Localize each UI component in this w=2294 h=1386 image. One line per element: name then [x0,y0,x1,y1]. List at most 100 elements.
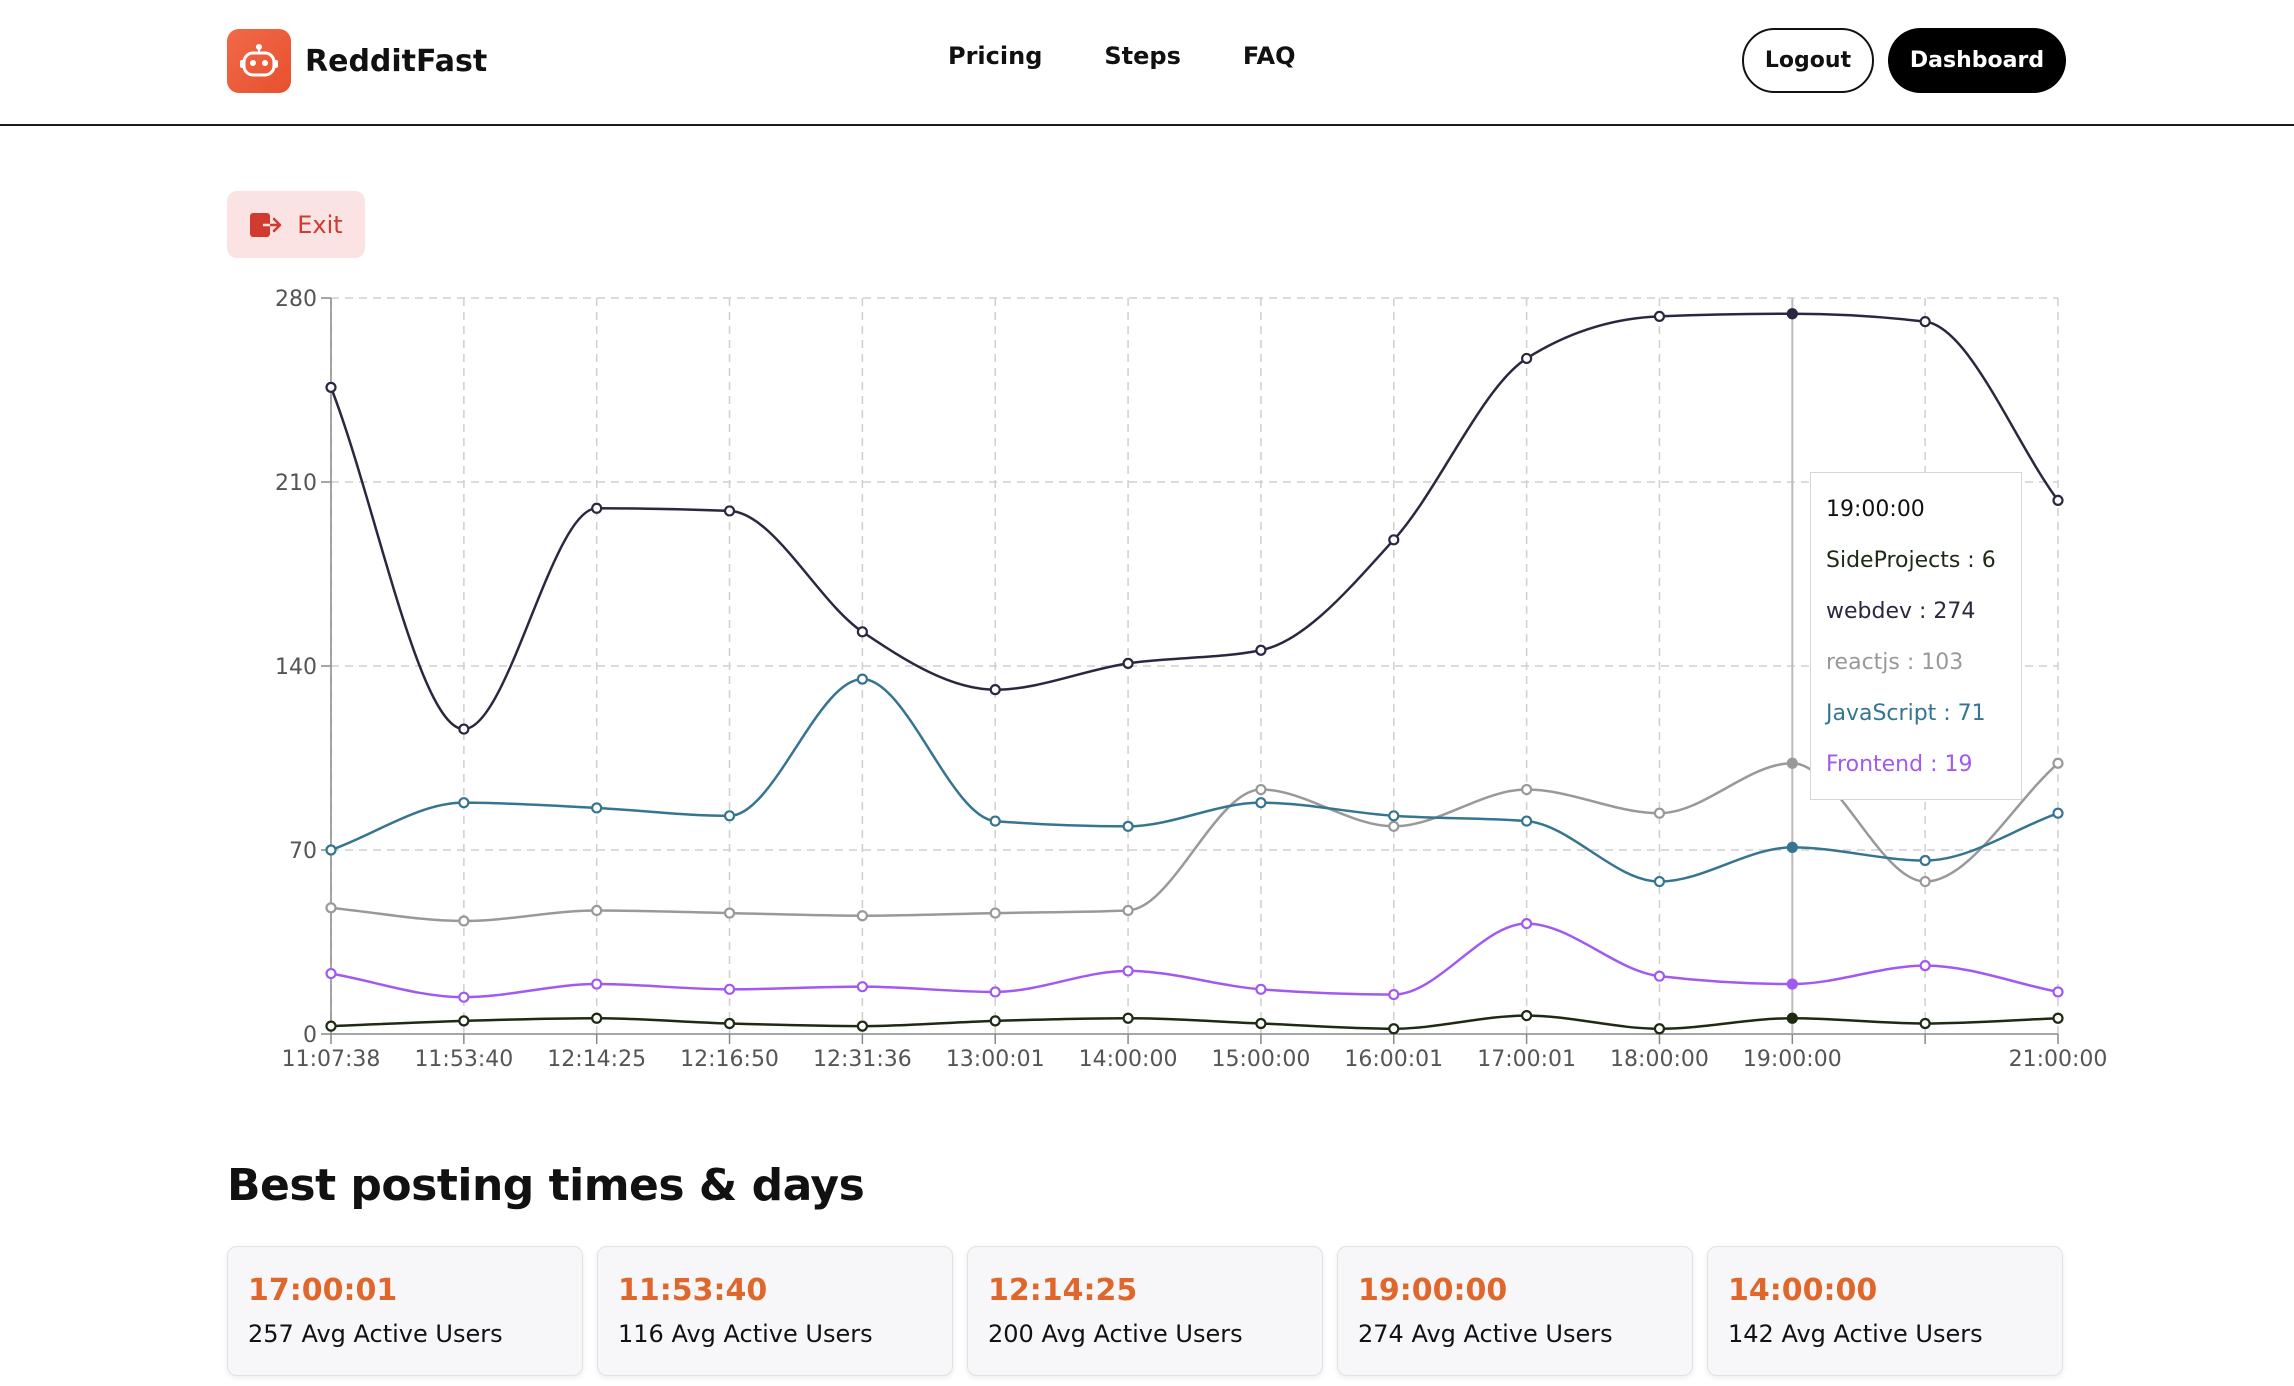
data-point-reactjs [458,915,470,927]
data-point-frontend [1786,978,1798,990]
data-point-webdev [989,684,1001,696]
data-point-reactjs [989,907,1001,919]
y-tick-label: 280 [275,287,317,312]
exit-button[interactable]: Exit [227,191,365,258]
data-point-webdev [591,502,603,514]
tooltip-time: 19:00:00 [1826,497,1925,522]
data-point-reactjs [1521,783,1533,796]
data-point-webdev [325,381,337,393]
best-time-card[interactable]: 11:53:40 116 Avg Active Users [597,1246,953,1376]
card-avg-users: 274 Avg Active Users [1358,1320,1613,1348]
x-tick-label: 17:00:01 [1477,1047,1576,1072]
data-point-frontend [1388,988,1400,1001]
tooltip-row: reactjs : 103 [1826,650,1964,675]
data-point-reactjs [1919,875,1931,888]
x-tick-label: 12:31:36 [813,1047,912,1072]
robot-logo-icon [227,29,291,93]
data-point-reactjs [1122,904,1134,917]
x-tick-label: 12:14:25 [547,1047,646,1072]
data-point-javascript [1653,875,1666,888]
exit-icon [249,211,283,239]
data-point-sideprojects [2052,1012,2064,1024]
chart-tooltip: 19:00:00 SideProjects : 6 webdev : 274 rea… [1810,472,2022,800]
data-point-webdev [1521,352,1533,365]
data-point-javascript [1122,820,1134,832]
nav-pricing-link[interactable]: Pricing [948,42,1043,70]
data-point-sideprojects [723,1017,736,1030]
card-time: 14:00:00 [1728,1273,1878,1308]
data-point-reactjs [325,902,337,914]
active-users-line-chart[interactable]: 0 70 140 210 280 11:07:38 11:53:40 12:14:25 12:1… [0,0,2294,1090]
x-tick-label: 16:00:01 [1344,1047,1443,1072]
data-point-reactjs [591,904,603,917]
data-point-frontend [989,986,1001,998]
data-point-webdev [2052,494,2064,506]
x-tick-label: 11:53:40 [414,1047,513,1072]
data-point-frontend [1255,983,1267,995]
data-point-sideprojects [591,1012,603,1024]
data-point-frontend [1122,965,1134,977]
series-line-javascript [330,677,2059,883]
data-point-webdev [1653,310,1666,322]
top-navbar: RedditFast Pricing Steps FAQ Logout Dash… [0,0,2294,126]
series-line-frontend [330,922,2059,999]
data-point-webdev [1388,534,1400,546]
data-point-javascript [325,844,337,856]
brand[interactable]: RedditFast [227,29,487,93]
data-point-webdev [1122,657,1134,669]
x-tick-label: 15:00:00 [1212,1047,1311,1072]
best-times-cards: 17:00:01 257 Avg Active Users 11:53:40 116 … [227,1246,2077,1376]
tooltip-row: webdev : 274 [1826,599,1976,624]
data-point-reactjs [723,907,736,919]
logout-button[interactable]: Logout [1742,28,1874,93]
card-avg-users: 257 Avg Active Users [248,1320,503,1348]
data-point-sideprojects [1122,1012,1134,1024]
best-time-card[interactable]: 17:00:01 257 Avg Active Users [227,1246,583,1376]
data-point-sideprojects [1919,1017,1931,1030]
data-point-javascript [856,673,868,685]
x-tick-label: 19:00:00 [1743,1047,1842,1072]
best-time-card[interactable]: 14:00:00 142 Avg Active Users [1707,1246,2063,1376]
brand-name: RedditFast [305,43,488,79]
data-point-webdev [1255,644,1267,656]
y-tick-label: 0 [303,1023,317,1048]
data-point-javascript [458,797,470,809]
data-point-javascript [591,802,603,814]
dashboard-button[interactable]: Dashboard [1888,28,2066,93]
data-point-reactjs [1786,757,1798,769]
series-line-webdev [329,312,2060,731]
data-point-sideprojects [989,1015,1001,1027]
best-time-card[interactable]: 12:14:25 200 Avg Active Users [967,1246,1323,1376]
data-point-frontend [458,991,470,1003]
data-point-javascript [1919,854,1931,867]
data-point-frontend [1919,960,1931,972]
data-point-sideprojects [1653,1023,1666,1035]
data-point-javascript [1786,841,1798,853]
data-point-webdev [1786,308,1798,320]
data-point-sideprojects [1255,1017,1267,1030]
section-title: Best posting times & days [227,1160,865,1211]
data-point-reactjs [1653,807,1666,819]
y-tick-label: 210 [275,471,317,496]
tooltip-row: JavaScript : 71 [1826,701,1986,726]
card-avg-users: 142 Avg Active Users [1728,1320,1983,1348]
data-point-javascript [1255,797,1267,809]
card-time: 17:00:01 [248,1273,398,1308]
x-tick-label: 13:00:01 [946,1047,1045,1072]
y-tick-label: 140 [275,655,317,680]
x-tick-label: 18:00:00 [1610,1047,1709,1072]
series-line-reactjs [330,762,2059,923]
best-time-card[interactable]: 19:00:00 274 Avg Active Users [1337,1246,1693,1376]
data-point-sideprojects [325,1020,337,1032]
x-tick-label: 21:00:00 [2009,1047,2108,1072]
data-point-reactjs [856,910,868,922]
data-point-reactjs [1388,820,1400,832]
data-point-reactjs [1255,783,1267,796]
tooltip-row: Frontend : 19 [1826,752,1973,777]
data-point-javascript [989,815,1001,827]
nav-faq-link[interactable]: FAQ [1242,42,1296,70]
data-point-frontend [591,978,603,990]
card-time: 11:53:40 [618,1273,768,1308]
nav-steps-link[interactable]: Steps [1104,42,1181,70]
data-point-sideprojects [1521,1009,1533,1022]
